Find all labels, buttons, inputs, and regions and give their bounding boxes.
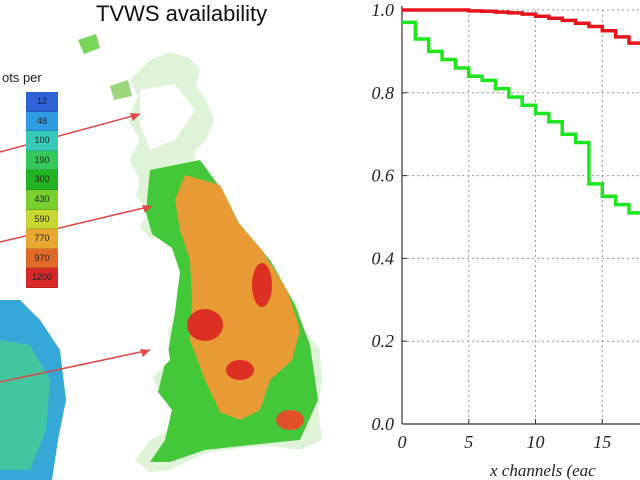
legend-swatch: 430 [26,189,58,210]
color-legend: 12 48 100 190 300 430 590 770 970 1200 [26,92,58,288]
island [110,80,132,100]
y-tick-label: 1.0 [372,0,395,20]
hotspot [226,360,254,380]
legend-title: ots per [2,70,42,85]
x-tick-label: 15 [593,432,611,452]
legend-swatch: 190 [26,150,58,171]
legend-swatch: 770 [26,229,58,249]
y-tick-label: 0.8 [372,83,395,103]
y-tick-label: 0.2 [372,331,395,351]
arrows [0,113,153,383]
legend-swatch: 48 [26,111,58,132]
hotspot [252,263,272,307]
hotspot [187,309,223,341]
x-axis-label: x channels (eac [489,461,596,480]
x-tick-label: 5 [464,432,473,452]
island [78,34,100,54]
y-tick-label: 0.6 [372,166,395,186]
x-tick-label: 0 [398,432,407,452]
tvws-map [0,34,322,480]
coverage-orange [175,175,300,420]
y-tick-label: 0.0 [372,414,395,434]
y-tick-label: 0.4 [372,248,395,268]
legend-swatch: 590 [26,209,58,230]
hotspot [276,410,304,430]
map-panel: TVWS availability ots per 12 48 100 190 300 4… [0,1,322,480]
legend-swatch: 12 [26,92,58,112]
white-area [140,84,195,150]
map-title: TVWS availability [96,1,268,26]
legend-swatch: 100 [26,131,58,151]
legend-swatch: 970 [26,248,58,269]
channel-chart: 0.0 0.2 0.4 0.6 0.8 1.0 0 5 10 15 x channels (eac [372,0,640,480]
series-line-0 [402,8,640,45]
series-line-1 [402,20,640,215]
legend-swatch: 1200 [26,268,58,288]
legend-swatch: 300 [26,170,58,190]
ireland-region-inner [0,340,50,470]
x-tick-label: 10 [527,432,545,452]
